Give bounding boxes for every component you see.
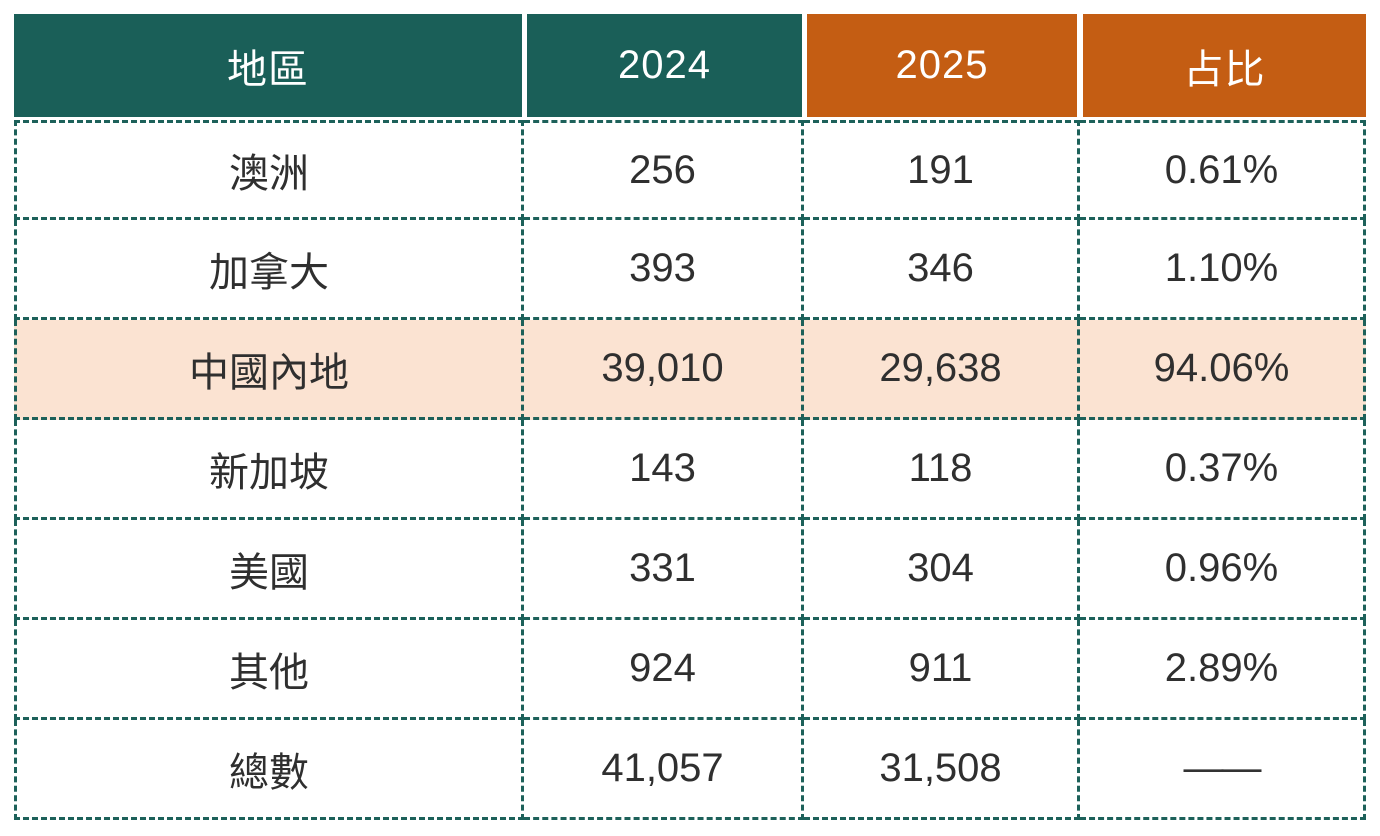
value-2024-cell: 143 [524, 420, 804, 520]
value-2024-cell: 331 [524, 520, 804, 620]
share-cell: 94.06% [1080, 320, 1366, 420]
share-cell: 1.10% [1080, 220, 1366, 320]
table-row-others: 其他 924 911 2.89% [14, 620, 1366, 720]
value-2025-cell: 191 [804, 120, 1080, 220]
total-share-dash: —— [1183, 746, 1262, 790]
region-cell: 加拿大 [14, 220, 524, 320]
value-2024-cell: 39,010 [524, 320, 804, 420]
share-cell: —— [1080, 720, 1366, 820]
table-row-australia: 澳洲 256 191 0.61% [14, 120, 1366, 220]
table-header-row: 地區 2024 2025 占比 [14, 14, 1366, 117]
table-row-total: 總數 41,057 31,508 —— [14, 720, 1366, 820]
share-cell: 0.37% [1080, 420, 1366, 520]
value-2025-cell: 29,638 [804, 320, 1080, 420]
table-row-mainland-china: 中國內地 39,010 29,638 94.06% [14, 320, 1366, 420]
value-2024-cell: 256 [524, 120, 804, 220]
region-cell: 其他 [14, 620, 524, 720]
value-2025-cell: 31,508 [804, 720, 1080, 820]
share-cell: 0.96% [1080, 520, 1366, 620]
share-cell: 2.89% [1080, 620, 1366, 720]
share-cell: 0.61% [1080, 120, 1366, 220]
header-2025: 2025 [807, 14, 1077, 117]
value-2025-cell: 304 [804, 520, 1080, 620]
region-cell: 總數 [14, 720, 524, 820]
header-2024: 2024 [527, 14, 802, 117]
value-2025-cell: 118 [804, 420, 1080, 520]
header-region: 地區 [14, 14, 522, 117]
value-2024-cell: 393 [524, 220, 804, 320]
region-cell: 中國內地 [14, 320, 524, 420]
value-2025-cell: 346 [804, 220, 1080, 320]
value-2024-cell: 41,057 [524, 720, 804, 820]
region-cell: 美國 [14, 520, 524, 620]
header-share: 占比 [1083, 14, 1366, 117]
region-stats-table: 地區 2024 2025 占比 澳洲 256 191 0.61% 加拿大 393… [14, 14, 1366, 820]
region-cell: 新加坡 [14, 420, 524, 520]
table-row-singapore: 新加坡 143 118 0.37% [14, 420, 1366, 520]
region-cell: 澳洲 [14, 120, 524, 220]
table-row-canada: 加拿大 393 346 1.10% [14, 220, 1366, 320]
value-2024-cell: 924 [524, 620, 804, 720]
table-row-usa: 美國 331 304 0.96% [14, 520, 1366, 620]
value-2025-cell: 911 [804, 620, 1080, 720]
table-body: 澳洲 256 191 0.61% 加拿大 393 346 1.10% 中國內地 … [14, 120, 1366, 820]
